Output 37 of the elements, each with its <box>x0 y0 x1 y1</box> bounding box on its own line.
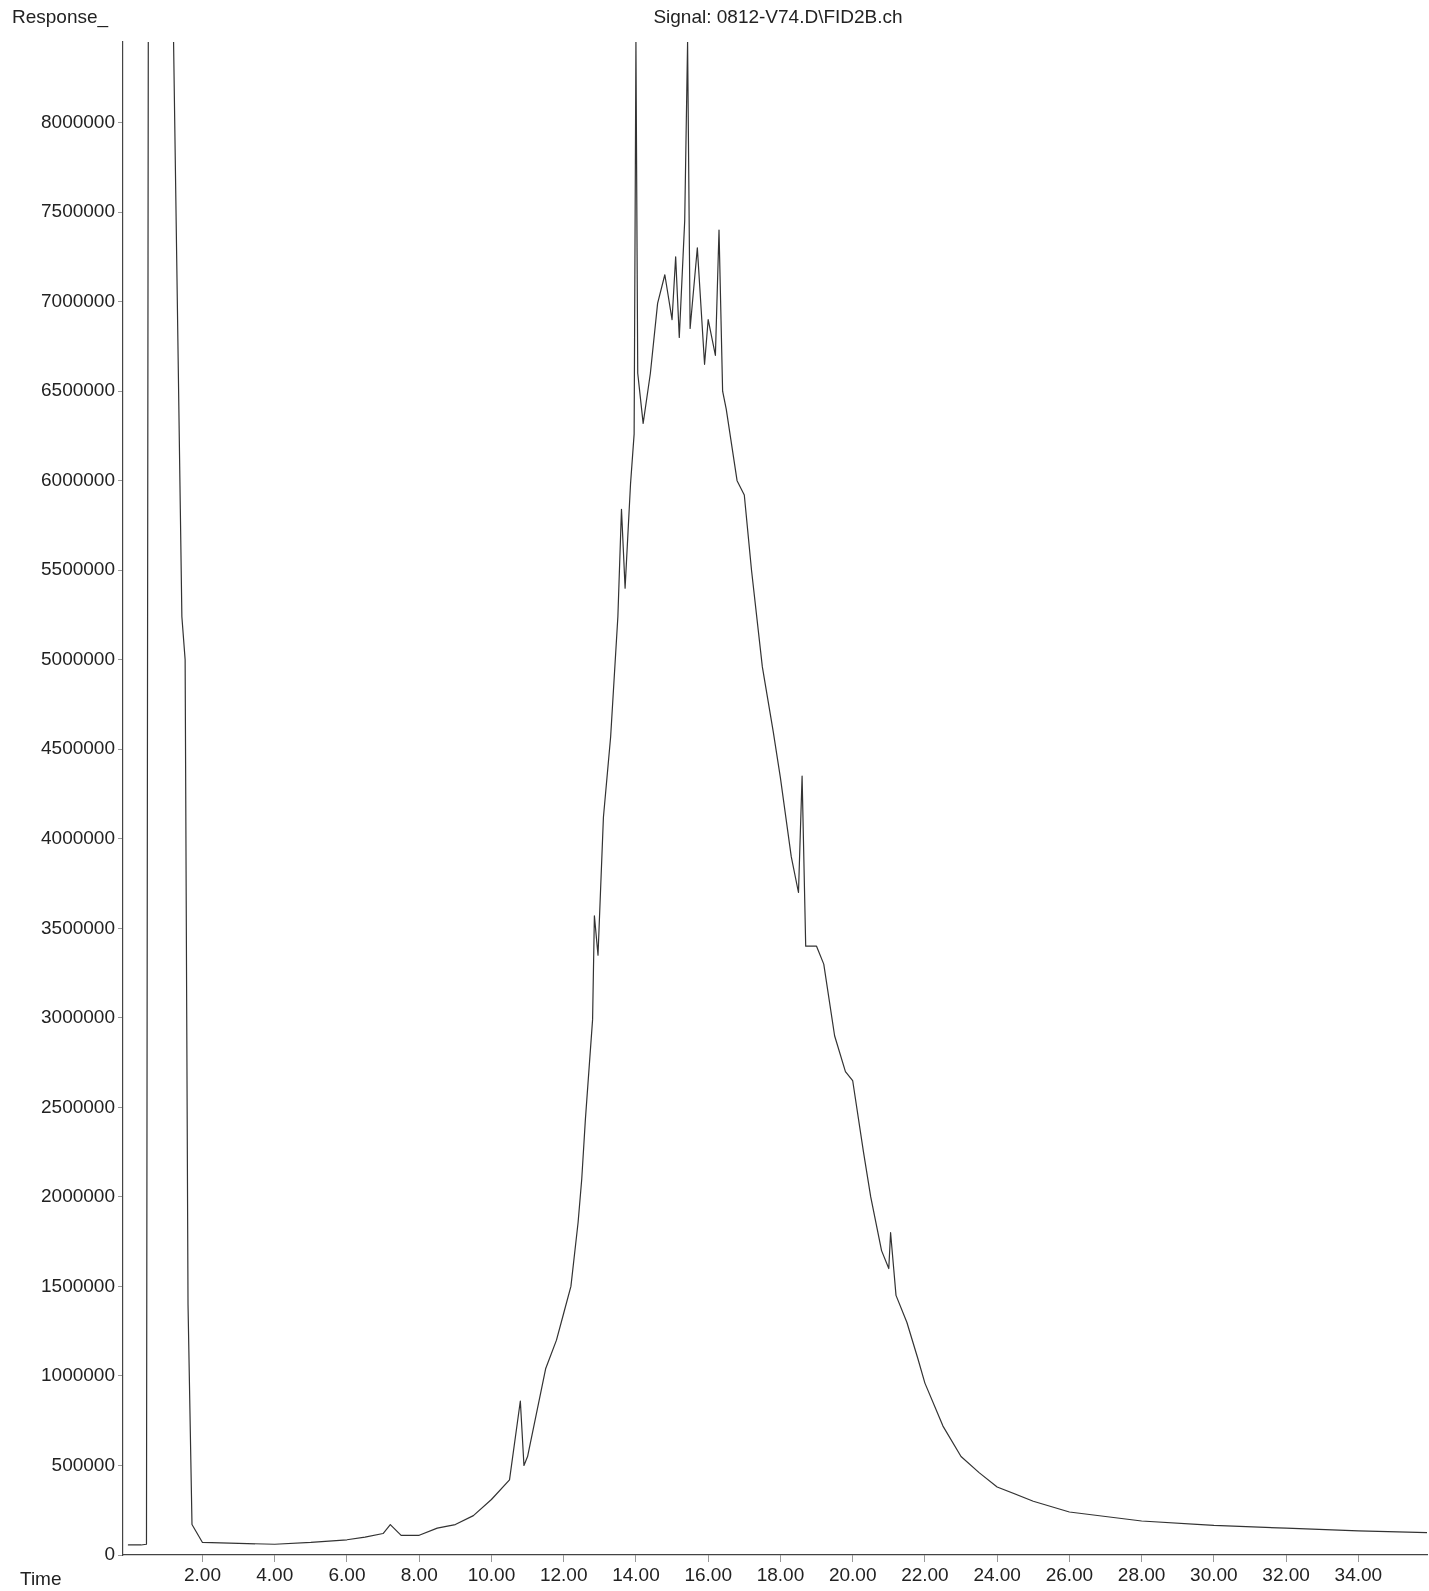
x-tick-label: 18.00 <box>756 1563 805 1585</box>
x-tick-label: 6.00 <box>328 1563 366 1585</box>
x-tick-label: 20.00 <box>828 1563 877 1585</box>
y-tick-label: 2000000 <box>41 1185 115 1207</box>
x-tick-label: 16.00 <box>684 1563 732 1585</box>
y-tick-label: 2500000 <box>41 1095 115 1117</box>
y-tick-label: 7000000 <box>41 289 115 311</box>
y-tick-label: 3500000 <box>41 916 115 938</box>
y-tick-label: 4500000 <box>41 737 115 759</box>
x-tick-label: 8.00 <box>400 1563 438 1585</box>
x-tick-label: 24.00 <box>973 1563 1021 1585</box>
y-tick-label: 5500000 <box>41 558 115 580</box>
x-tick-label: 28.00 <box>1117 1563 1166 1585</box>
x-tick-label: 10.00 <box>467 1563 516 1585</box>
x-tick-label: 32.00 <box>1262 1563 1310 1585</box>
y-tick-label: 8000000 <box>41 110 115 132</box>
y-tick-label: 500000 <box>51 1453 115 1475</box>
y-tick-label: 1500000 <box>41 1274 115 1296</box>
y-tick-label: 6000000 <box>41 468 115 490</box>
x-tick-label: 2.00 <box>183 1563 221 1585</box>
y-tick-label: 1000000 <box>41 1364 115 1386</box>
y-tick-label: 7500000 <box>41 200 115 222</box>
x-tick-label: 30.00 <box>1190 1563 1238 1585</box>
y-axis-title: Response_ <box>12 6 109 28</box>
x-axis-title: Time <box>20 1568 62 1589</box>
x-tick-label: 34.00 <box>1334 1563 1383 1585</box>
x-tick-label: 14.00 <box>612 1563 660 1585</box>
y-tick-label: 4000000 <box>41 827 115 849</box>
y-tick-label: 3000000 <box>41 1006 115 1028</box>
x-tick-label: 22.00 <box>901 1563 949 1585</box>
x-tick-label: 4.00 <box>256 1563 294 1585</box>
y-tick-label: 5000000 <box>41 647 115 669</box>
x-tick-label: 26.00 <box>1045 1563 1094 1585</box>
y-tick-label: 6500000 <box>41 379 115 401</box>
y-tick-label: 0 <box>104 1543 115 1565</box>
chart-title: Signal: 0812-V74.D\FID2B.ch <box>653 6 903 27</box>
x-tick-label: 12.00 <box>539 1563 588 1585</box>
